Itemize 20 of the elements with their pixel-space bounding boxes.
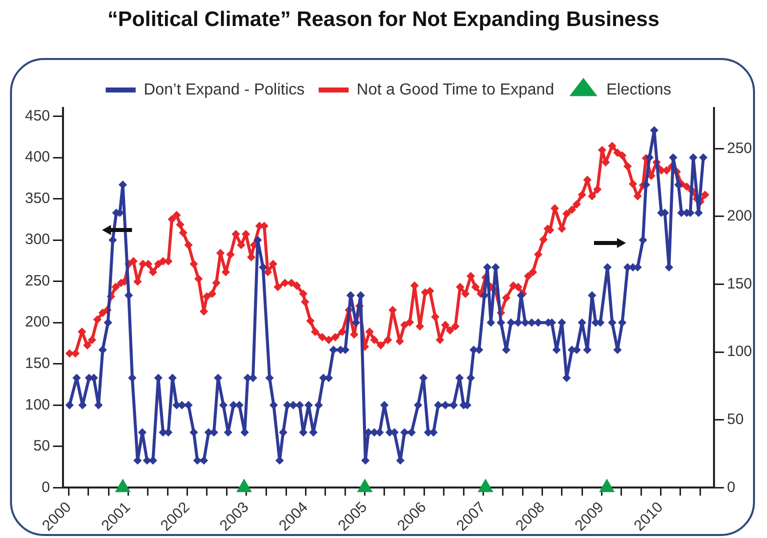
y-tick-label: 100 xyxy=(24,396,50,414)
legend-label: Elections xyxy=(606,81,672,98)
y-tick-label: 250 xyxy=(24,272,50,290)
y-tick-label: 0 xyxy=(42,478,50,496)
legend-label: Not a Good Time to Expand xyxy=(356,81,554,98)
chart-title: “Political Climate” Reason for Not Expanding Business xyxy=(106,8,660,32)
y-tick-label: 50 xyxy=(33,438,50,455)
y-tick-label: 300 xyxy=(24,231,50,248)
y-tick-label: 150 xyxy=(24,355,50,372)
y-tick-label: 350 xyxy=(24,190,50,207)
y2-tick-label: 150 xyxy=(726,275,752,292)
y-tick-label: 200 xyxy=(24,314,50,331)
y2-tick-label: 0 xyxy=(726,478,736,496)
y-tick-label: 450 xyxy=(24,107,50,124)
y2-tick-label: 250 xyxy=(726,140,752,157)
legend-label: Don’t Expand - Politics xyxy=(144,81,305,98)
y2-tick-label: 200 xyxy=(726,208,752,225)
y-tick-label: 400 xyxy=(24,148,50,166)
y2-tick-label: 100 xyxy=(726,343,752,360)
y2-tick-label: 50 xyxy=(726,411,744,428)
